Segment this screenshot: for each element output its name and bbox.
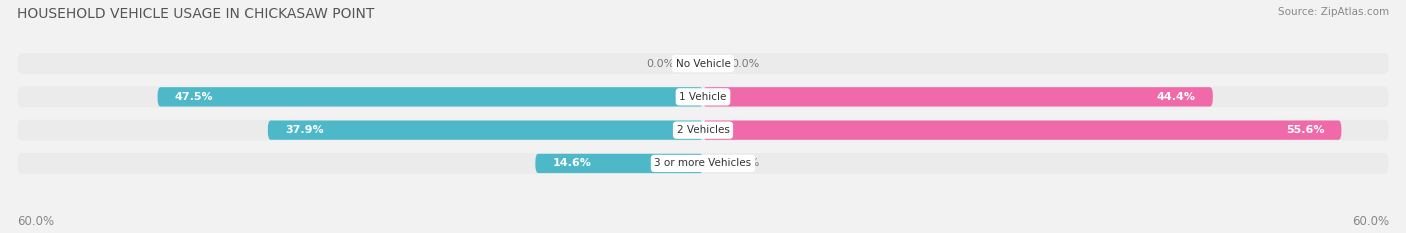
Text: No Vehicle: No Vehicle: [675, 58, 731, 69]
Text: 0.0%: 0.0%: [645, 58, 675, 69]
Text: 44.4%: 44.4%: [1157, 92, 1195, 102]
FancyBboxPatch shape: [267, 120, 703, 140]
Text: HOUSEHOLD VEHICLE USAGE IN CHICKASAW POINT: HOUSEHOLD VEHICLE USAGE IN CHICKASAW POI…: [17, 7, 374, 21]
Text: 60.0%: 60.0%: [17, 215, 53, 228]
FancyBboxPatch shape: [536, 154, 703, 173]
FancyBboxPatch shape: [703, 87, 1213, 106]
FancyBboxPatch shape: [17, 53, 1389, 74]
FancyBboxPatch shape: [703, 120, 1341, 140]
Text: 2 Vehicles: 2 Vehicles: [676, 125, 730, 135]
Text: 3 or more Vehicles: 3 or more Vehicles: [654, 158, 752, 168]
Text: Source: ZipAtlas.com: Source: ZipAtlas.com: [1278, 7, 1389, 17]
FancyBboxPatch shape: [157, 87, 703, 106]
Text: 55.6%: 55.6%: [1285, 125, 1324, 135]
FancyBboxPatch shape: [17, 86, 1389, 107]
FancyBboxPatch shape: [17, 120, 1389, 140]
Text: 14.6%: 14.6%: [553, 158, 592, 168]
Text: 60.0%: 60.0%: [1353, 215, 1389, 228]
FancyBboxPatch shape: [17, 153, 1389, 174]
Text: 47.5%: 47.5%: [174, 92, 214, 102]
Text: 0.0%: 0.0%: [731, 58, 761, 69]
Text: 37.9%: 37.9%: [285, 125, 323, 135]
Text: 1 Vehicle: 1 Vehicle: [679, 92, 727, 102]
Text: 0.0%: 0.0%: [731, 158, 761, 168]
